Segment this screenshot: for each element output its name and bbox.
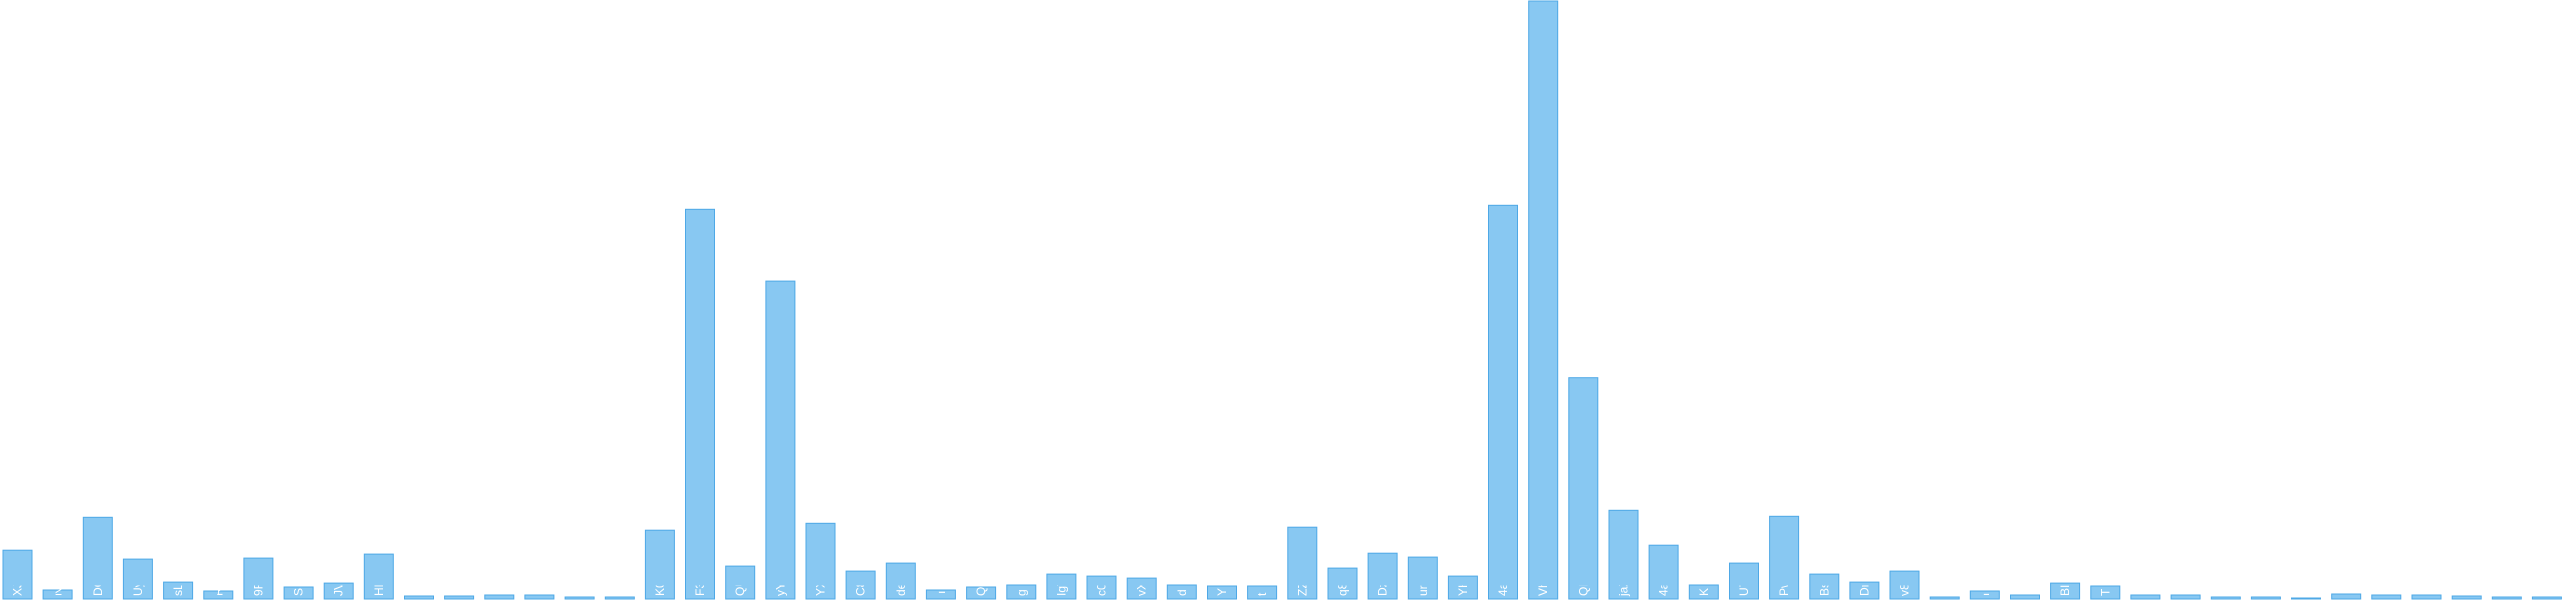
bar xyxy=(2532,597,2561,599)
bar xyxy=(2171,595,2200,599)
bar xyxy=(2412,595,2441,599)
bar xyxy=(565,597,594,599)
bar xyxy=(2011,595,2040,599)
bar xyxy=(2131,595,2160,599)
bar-label: S xyxy=(292,588,306,596)
bar xyxy=(485,595,514,599)
bar xyxy=(2452,596,2481,599)
bar xyxy=(525,595,554,599)
bar xyxy=(2332,594,2361,599)
bar xyxy=(405,596,434,599)
bar xyxy=(1930,597,1959,599)
bar xyxy=(605,597,634,599)
bar xyxy=(1569,378,1598,599)
bar xyxy=(2211,597,2240,599)
bar-label: T xyxy=(2098,588,2112,596)
bar xyxy=(766,281,795,599)
bar xyxy=(2292,598,2321,599)
bar xyxy=(2372,595,2401,599)
bar-label: Q xyxy=(974,587,988,596)
bar xyxy=(2492,597,2521,599)
bar-label: BI xyxy=(2058,585,2072,596)
bar-label: Y xyxy=(1215,588,1229,596)
bar-label: g xyxy=(1014,589,1028,596)
bar xyxy=(686,209,715,599)
bar xyxy=(1529,1,1558,599)
bar xyxy=(445,596,474,599)
bar xyxy=(1489,205,1518,599)
bar xyxy=(1248,586,1277,599)
bar-label: K xyxy=(1697,588,1711,596)
bar xyxy=(2251,597,2280,599)
bar-label: d xyxy=(1175,589,1189,596)
bars-group xyxy=(3,1,2561,599)
